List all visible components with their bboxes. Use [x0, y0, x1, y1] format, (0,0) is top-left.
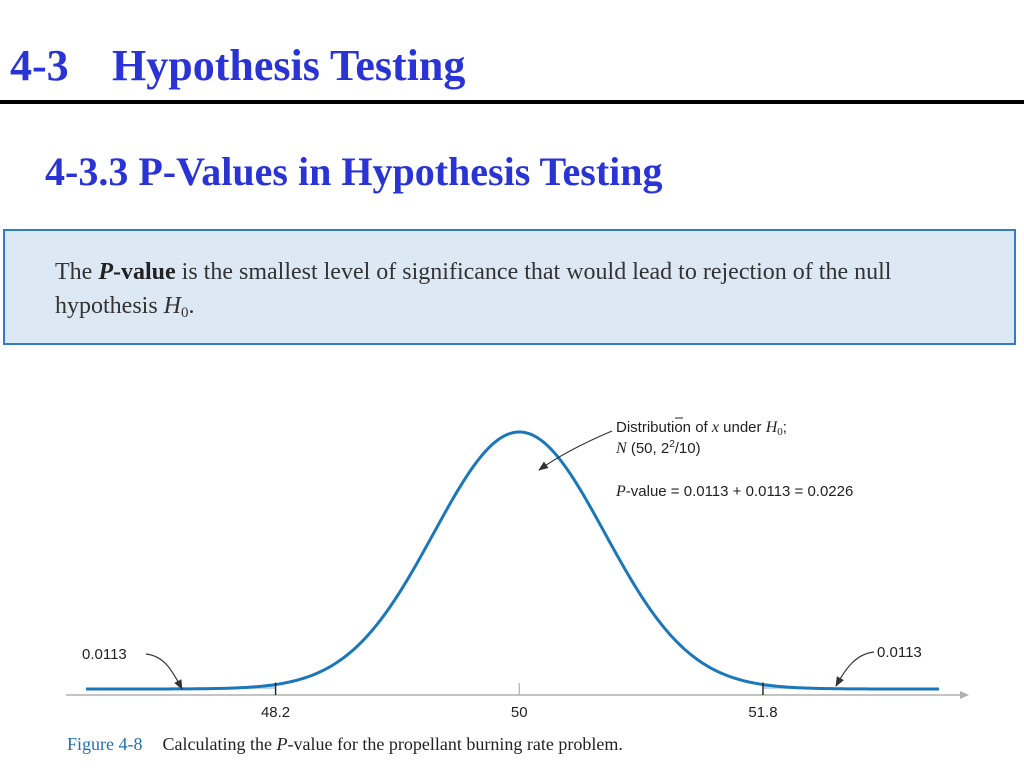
- right-tail-arrow: [835, 651, 875, 687]
- distribution-annotation-line1: Distribution of x under H0;: [616, 419, 787, 438]
- x-ticks: 48.2 50 51.8: [261, 683, 778, 721]
- definition-period: .: [188, 293, 195, 319]
- distribution-arrow: [538, 430, 613, 471]
- subsection-title: 4-3.3 P-Values in Hypothesis Testing: [45, 149, 663, 194]
- pvalue-annotation: P-value = 0.0113 + 0.0113 = 0.0226: [615, 483, 853, 500]
- section-title: Hypothesis Testing: [112, 41, 466, 90]
- x-tick-label: 51.8: [748, 704, 777, 721]
- null-hypothesis-symbol: H0: [163, 293, 189, 321]
- title-rule: [0, 100, 1024, 104]
- x-tick-label: 48.2: [261, 704, 290, 721]
- distribution-annotation-line2: N (50, 22/10): [615, 439, 701, 457]
- definition-term: P-value: [98, 259, 176, 285]
- left-tail-label: 0.0113: [82, 646, 127, 663]
- definition-prefix: The: [55, 259, 99, 285]
- section-number: 4-3: [10, 41, 69, 90]
- x-axis-arrow: [960, 691, 969, 699]
- figure-caption: Figure 4-8 Calculating the P-value for th…: [67, 734, 623, 754]
- density-curve: [86, 430, 939, 691]
- left-tail-arrow: [145, 653, 183, 690]
- slide-title: 4-3 Hypothesis Testing: [10, 38, 465, 94]
- left-tail-region: [86, 684, 276, 689]
- right-tail-label: 0.0113: [877, 644, 922, 661]
- x-tick-label: 50: [511, 704, 528, 721]
- figure-label: Figure 4-8: [67, 734, 143, 754]
- definition-body: is the smallest level of significance th…: [55, 259, 892, 319]
- definition-text: The P-value is the smallest level of sig…: [55, 255, 985, 330]
- definition-box: The P-value is the smallest level of sig…: [3, 229, 1016, 345]
- right-tail-region: [762, 684, 939, 689]
